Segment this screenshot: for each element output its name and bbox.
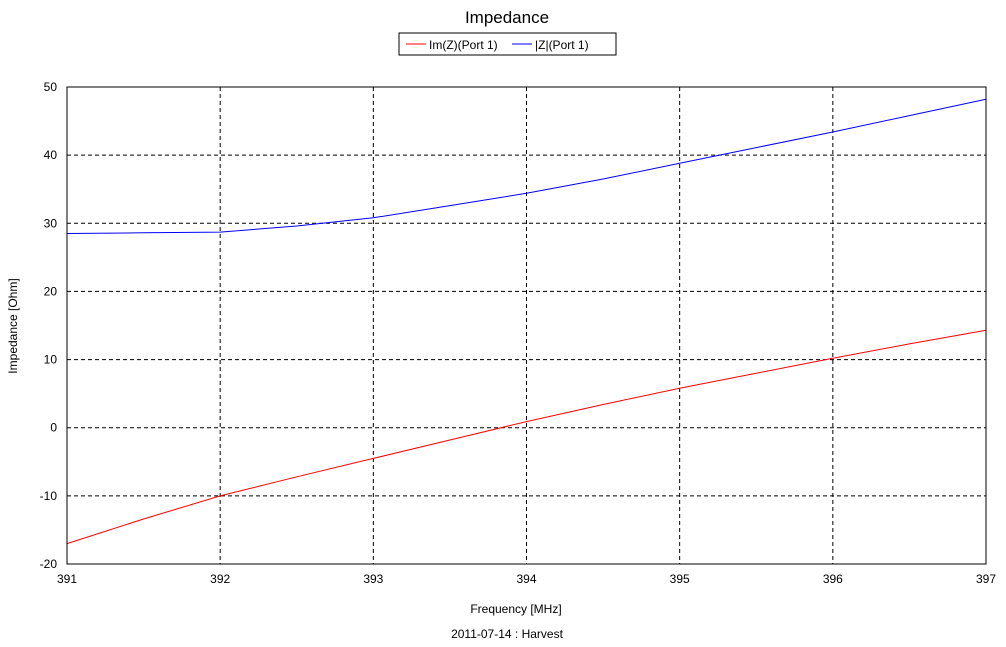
x-tick-label: 396 (823, 572, 843, 586)
y-tick-label: 30 (44, 216, 58, 230)
x-axis-label: Frequency [MHz] (470, 602, 561, 616)
y-axis-label: Impedance [Ohm] (6, 278, 20, 373)
y-tick-label: 20 (44, 284, 58, 298)
x-axis-ticks: 391 392 393 394 395 396 397 (57, 572, 996, 586)
x-tick-label: 397 (976, 572, 996, 586)
y-tick-label: -10 (40, 489, 58, 503)
series-group (66, 98, 987, 545)
chart-title: Impedance (465, 8, 549, 27)
x-tick-label: 392 (210, 572, 230, 586)
legend-box (398, 32, 617, 56)
legend: Im(Z)(Port 1) |Z|(Port 1) (398, 32, 617, 56)
series-line-im-z (66, 329, 987, 545)
footer-caption: 2011-07-14 : Harvest (451, 627, 564, 641)
plot-border (66, 86, 987, 565)
x-tick-label: 395 (670, 572, 690, 586)
x-tick-label: 393 (363, 572, 383, 586)
y-tick-label: 50 (44, 80, 58, 94)
y-tick-label: 0 (50, 421, 57, 435)
y-tick-label: 10 (44, 353, 58, 367)
x-tick-label: 391 (57, 572, 77, 586)
x-tick-label: 394 (516, 572, 536, 586)
y-tick-label: -20 (40, 557, 58, 571)
y-tick-label: 40 (44, 148, 58, 162)
legend-label-abs-z: |Z|(Port 1) (535, 38, 589, 52)
legend-label-im-z: Im(Z)(Port 1) (429, 38, 498, 52)
series-line-abs-z (66, 98, 987, 234)
grid (67, 87, 986, 564)
y-axis-ticks: -20 -10 0 10 20 30 40 50 (40, 80, 58, 571)
